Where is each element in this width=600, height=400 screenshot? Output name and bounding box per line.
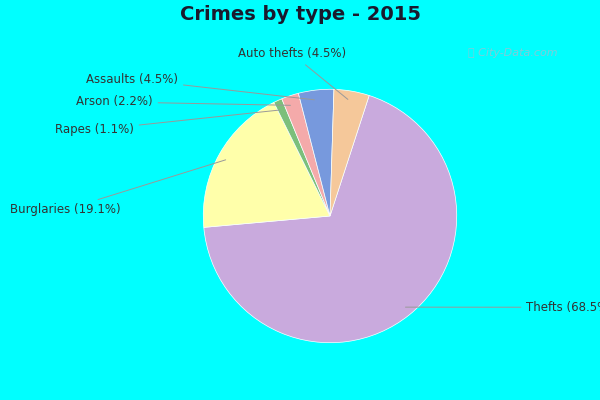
Wedge shape [204,96,457,343]
Wedge shape [203,102,330,227]
Text: Arson (2.2%): Arson (2.2%) [76,96,290,108]
Text: Burglaries (19.1%): Burglaries (19.1%) [10,160,226,216]
Text: Auto thefts (4.5%): Auto thefts (4.5%) [238,47,348,99]
Wedge shape [330,89,369,216]
Text: Assaults (4.5%): Assaults (4.5%) [86,73,314,100]
Wedge shape [298,89,334,216]
Text: Thefts (68.5%): Thefts (68.5%) [406,301,600,314]
Text: Crimes by type - 2015: Crimes by type - 2015 [179,6,421,24]
Text: ⓘ City-Data.com: ⓘ City-Data.com [469,48,558,58]
Text: Rapes (1.1%): Rapes (1.1%) [55,110,279,136]
Wedge shape [274,99,330,216]
Wedge shape [282,93,330,216]
